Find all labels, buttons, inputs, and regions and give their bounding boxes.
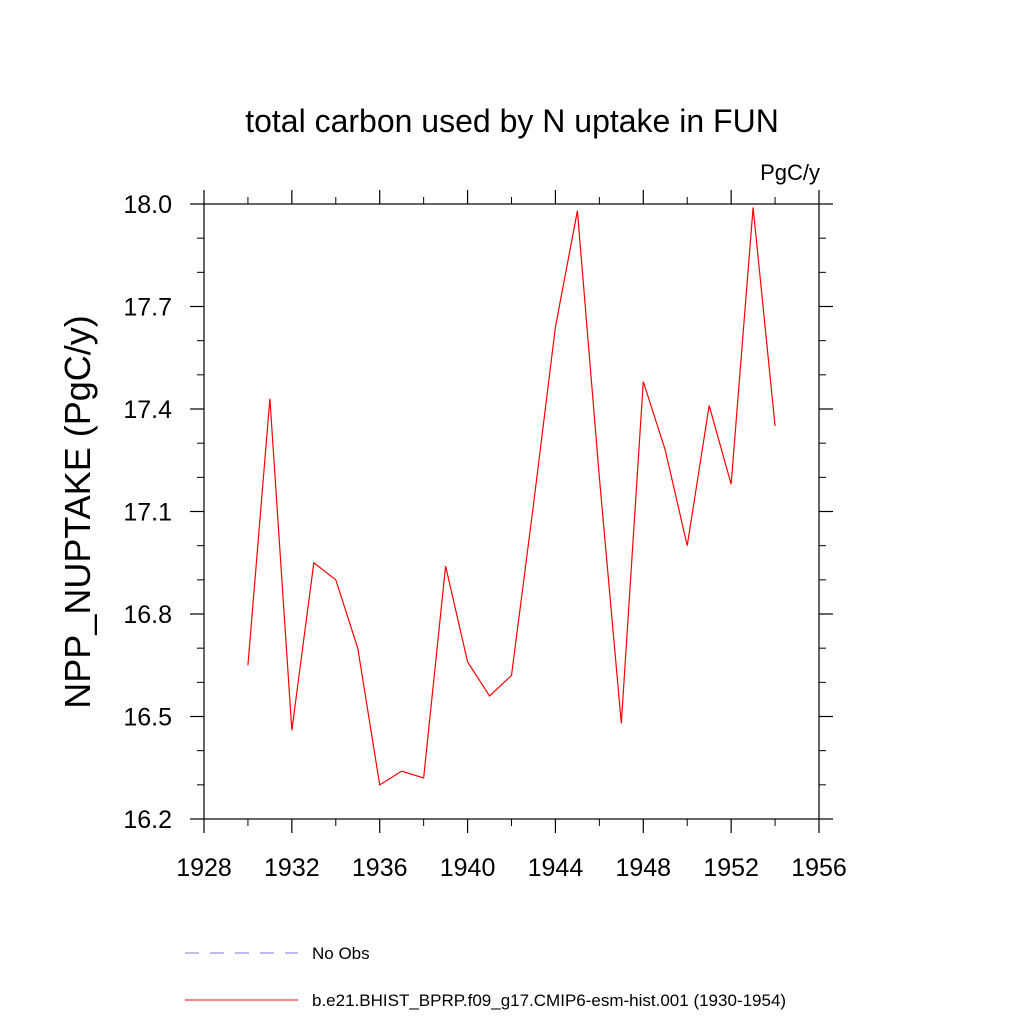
y-tick-label: 18.0 — [123, 191, 172, 219]
y-tick-label: 16.8 — [123, 601, 172, 629]
legend-label: b.e21.BHIST_BPRP.f09_g17.CMIP6-esm-hist.… — [312, 991, 786, 1010]
x-tick-label: 1948 — [615, 854, 671, 882]
series-line-1 — [247, 207, 776, 786]
x-tick-label: 1952 — [703, 854, 759, 882]
chart-title: total carbon used by N uptake in FUN — [245, 103, 779, 139]
x-tick-label: 1944 — [528, 854, 584, 882]
units-label: PgC/y — [760, 160, 820, 185]
axis-ticks: 1928 1932 1936 1940 1944 1948 1952 1956 16.2 16.5… — [123, 190, 847, 882]
x-tick-label: 1940 — [440, 854, 496, 882]
y-axis-label: NPP_NUPTAKE (PgC/y) — [57, 315, 98, 708]
y-tick-label: 16.5 — [123, 704, 172, 732]
x-tick-label: 1936 — [352, 854, 408, 882]
y-tick-label: 17.7 — [123, 294, 172, 322]
plot-frame — [203, 203, 820, 820]
y-tick-label: 17.4 — [123, 396, 172, 424]
data-layer — [247, 207, 776, 786]
legend-label: No Obs — [312, 944, 370, 963]
y-tick-label: 16.2 — [123, 806, 172, 834]
x-tick-label: 1928 — [176, 854, 232, 882]
x-tick-label: 1956 — [791, 854, 847, 882]
x-tick-label: 1932 — [264, 854, 320, 882]
y-tick-label: 17.1 — [123, 499, 172, 527]
legend: No Obs b.e21.BHIST_BPRP.f09_g17.CMIP6-esm… — [185, 944, 786, 1010]
